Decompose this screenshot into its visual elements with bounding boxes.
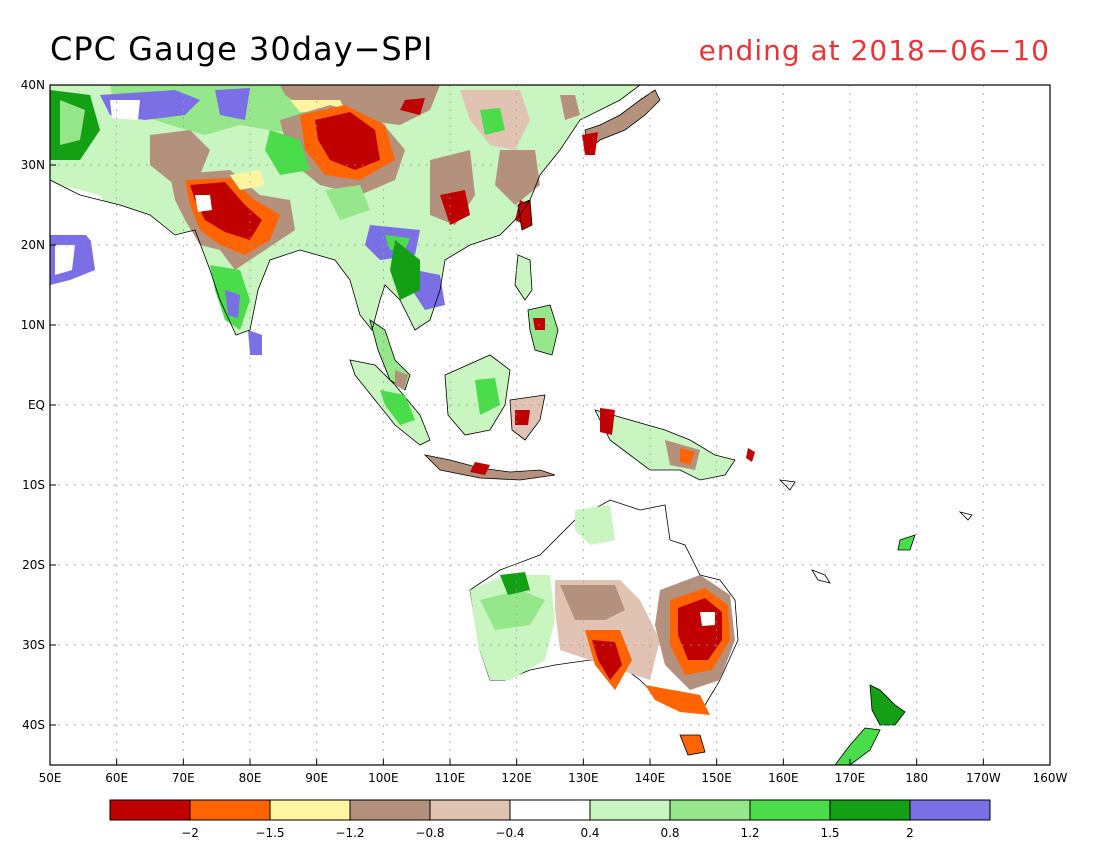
new-zealand [778, 479, 973, 765]
lat-tick-label: 30N [21, 158, 45, 172]
lon-tick-label: 130E [568, 771, 599, 785]
lat-tick-label: 20N [21, 238, 45, 252]
lon-tick-label: 170W [966, 771, 1001, 785]
lat-tick-label: 30S [22, 638, 45, 652]
lon-tick-label: 150E [701, 771, 732, 785]
lon-tick-label: 160E [768, 771, 799, 785]
legend-label: 1.5 [820, 826, 839, 840]
legend-swatch [349, 799, 431, 821]
legend-label: 0.4 [580, 826, 599, 840]
lat-tick-label: EQ [28, 398, 45, 412]
asia-coastline [50, 85, 641, 336]
legend-swatch [429, 799, 511, 821]
legend-label: 1.2 [740, 826, 759, 840]
legend-swatch [509, 799, 591, 821]
philippines [514, 254, 559, 356]
lon-tick-label: 180 [905, 771, 928, 785]
lon-tick-label: 120E [501, 771, 532, 785]
japan-taiwan [517, 89, 661, 231]
legend-label: −0.4 [495, 826, 524, 840]
australia [469, 499, 739, 756]
legend-swatch [909, 799, 991, 821]
lon-tick-label: 170E [835, 771, 866, 785]
lon-tick-label: 60E [105, 771, 128, 785]
lat-tick-label: 10N [21, 318, 45, 332]
legend-swatch [749, 799, 831, 821]
asia-landmass [50, 85, 640, 355]
legend-swatch [669, 799, 751, 821]
lat-tick-label: 40N [21, 78, 45, 92]
lon-tick-label: 160W [1033, 771, 1068, 785]
legend-label: −2 [181, 826, 199, 840]
legend-label: −1.2 [335, 826, 364, 840]
longitude-axis: 50E 60E 70E 80E 90E 100E 110E 120E 130E 140E 150E 1… [39, 759, 1068, 785]
legend-swatch [109, 799, 191, 821]
lat-tick-label: 20S [22, 558, 45, 572]
new-guinea [594, 408, 755, 481]
legend-label: 0.8 [660, 826, 679, 840]
lon-tick-label: 90E [305, 771, 328, 785]
legend-swatch [589, 799, 671, 821]
maritime-southeast-asia [349, 319, 556, 481]
lon-tick-label: 140E [635, 771, 666, 785]
lat-tick-label: 40S [22, 718, 45, 732]
map-grid [50, 85, 1050, 765]
legend-label: −1.5 [255, 826, 284, 840]
lon-tick-label: 50E [39, 771, 62, 785]
lon-tick-label: 70E [172, 771, 195, 785]
legend-swatch [189, 799, 271, 821]
legend-label: 2 [906, 826, 914, 840]
color-legend: −2 −1.5 −1.2 −0.8 −0.4 0.4 0.8 1.2 1.5 2 [109, 799, 991, 840]
latitude-axis: 40N 30N 20N 10N EQ 10S 20S 30S 40S [21, 78, 56, 732]
map-date: ending at 2018−06−10 [698, 34, 1050, 67]
lon-tick-label: 100E [368, 771, 399, 785]
legend-swatch [829, 799, 911, 821]
map-title: CPC Gauge 30day−SPI [50, 30, 434, 68]
legend-swatch [269, 799, 351, 821]
map-frame [49, 84, 1051, 766]
map-plot-area [50, 85, 973, 765]
legend-label: −0.8 [415, 826, 444, 840]
lat-tick-label: 10S [22, 478, 45, 492]
lon-tick-label: 80E [239, 771, 262, 785]
lon-tick-label: 110E [435, 771, 466, 785]
